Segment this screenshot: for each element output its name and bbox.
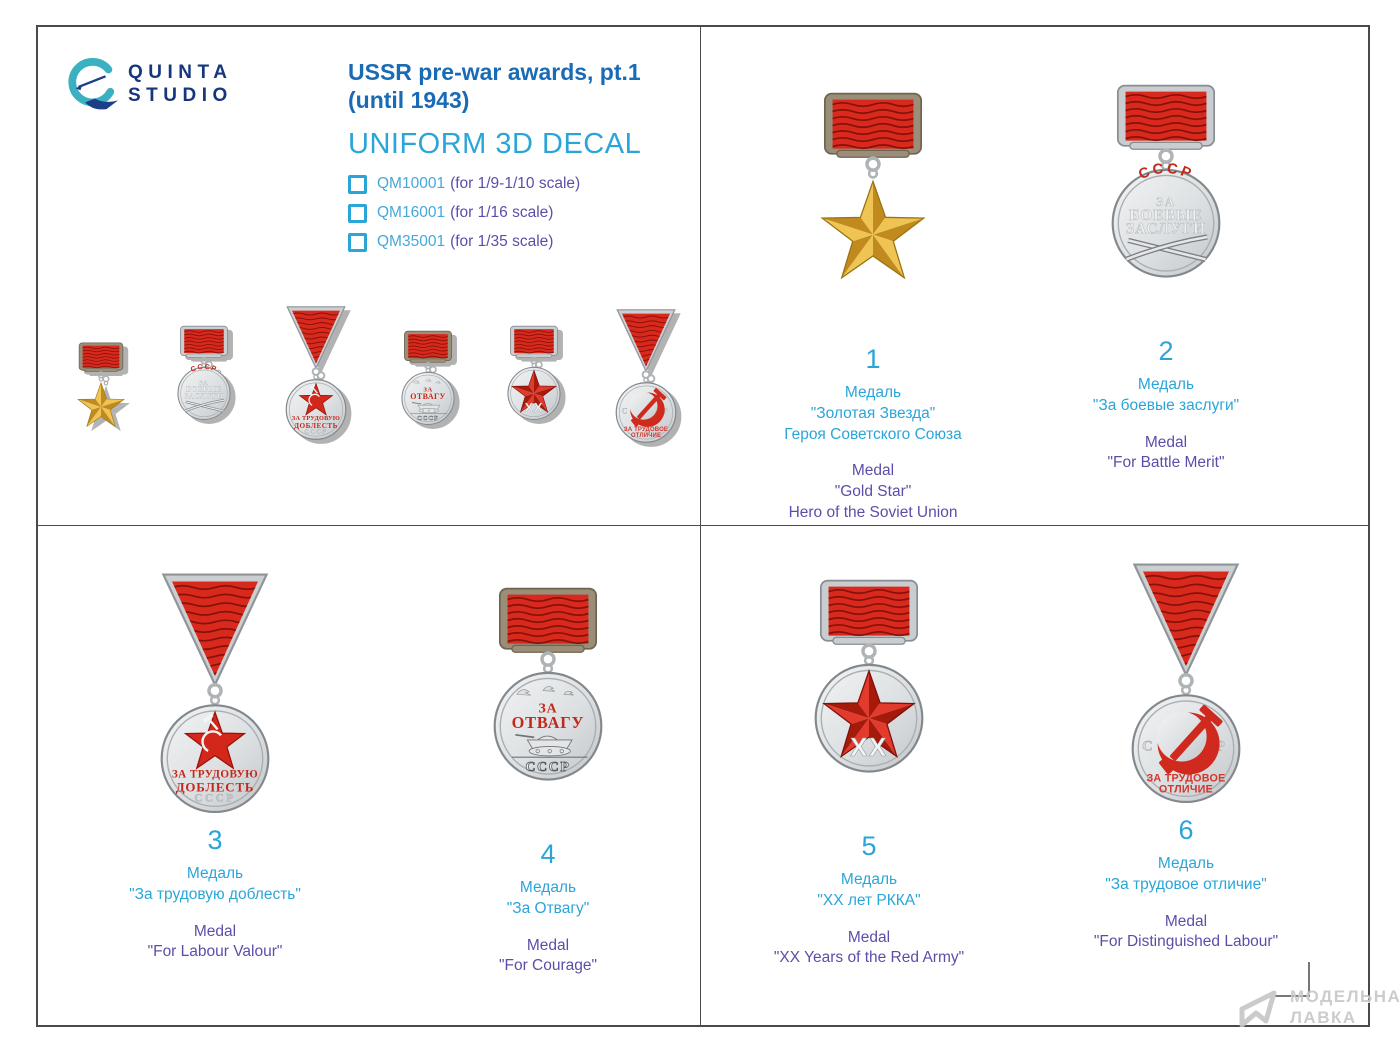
quinta-studio-logo: QUINTA STUDIO [66, 57, 233, 111]
caption-en: Medal "For Labour Valour" [147, 922, 283, 961]
variant-row-qm16001: QM16001 (for 1/16 scale) [348, 202, 693, 224]
quinta-q-icon [68, 57, 119, 110]
medal-figure-gold-star [787, 85, 959, 343]
variant-checkbox[interactable] [348, 203, 367, 223]
svg-text:СССР: СССР [525, 759, 570, 774]
award-number: 4 [540, 839, 556, 869]
caption-ru: Медаль "За трудовую доблесть" [129, 864, 301, 903]
strip-medal-gold-star [62, 339, 140, 456]
title-block: USSR pre-war awards, pt.1 (until 1943) U… [348, 59, 693, 253]
caption-en: Medal "For Distinguished Labour" [1093, 912, 1279, 951]
caption-en: Medal "XX Years of the Red Army" [773, 928, 965, 967]
svg-text:ЗА ТРУДОВОЕ: ЗА ТРУДОВОЕ [1146, 772, 1225, 784]
award-number: 3 [207, 825, 223, 855]
svg-text:БОЕВЫЕ: БОЕВЫЕ [186, 385, 222, 394]
svg-text:ЗА: ЗА [1156, 195, 1176, 209]
svg-text:ОТЛИЧИЕ: ОТЛИЧИЕ [631, 433, 661, 439]
svg-text:ЗА: ЗА [199, 380, 209, 387]
variant-code: QM35001 [377, 233, 446, 251]
variant-row-qm10001: QM10001 (for 1/9-1/10 scale) [348, 173, 693, 195]
svg-text:ЗА ТРУДОВОЕ: ЗА ТРУДОВОЕ [624, 427, 668, 433]
variant-list: QM10001 (for 1/9-1/10 scale) QM16001 (fo… [348, 173, 693, 253]
svg-text:ОТВАГУ: ОТВАГУ [512, 713, 585, 732]
watermark: МОДЕЛЬНАЯ ЛАВКА [1236, 986, 1400, 1029]
award-cell-3: ЗА ТРУДОВУЮ ДОБЛЕСТЬ СССР 3 Медаль "За тру… [55, 566, 375, 963]
svg-text:ЗА ТРУДОВУЮ: ЗА ТРУДОВУЮ [292, 415, 340, 422]
quadrant-awards-5-6: XX 5 Медаль "XX лет РККА" Medal "XX Year… [701, 526, 1368, 1025]
medal-figure-labour-valour: ЗА ТРУДОВУЮ ДОБЛЕСТЬ СССР [129, 566, 301, 824]
svg-text:ОТВАГУ: ОТВАГУ [410, 392, 446, 401]
brand-line-2: STUDIO [128, 85, 233, 106]
caption-ru: Медаль "За боевые заслуги" [1092, 375, 1240, 414]
strip-medal-labour-valour: ЗА ТРУДОВУЮ ДОБЛЕСТЬ СССР [268, 302, 364, 446]
watermark-logo-icon [1239, 990, 1277, 1028]
corner-crop-mark [1275, 962, 1310, 997]
variant-code: QM10001 [377, 175, 446, 193]
title-line-1: USSR pre-war awards, pt.1 [348, 59, 641, 85]
medal-figure-battle-merit: СССР ЗА БОЕВЫЕ ЗАСЛУГИ [1080, 77, 1252, 335]
caption-en: Medal "For Courage" [498, 936, 598, 975]
brand-name: QUINTA STUDIO [128, 61, 233, 107]
variant-scale-note: (for 1/9-1/10 scale) [450, 175, 581, 193]
strip-medal-rkka-20: XX [492, 322, 576, 448]
svg-text:СССР: СССР [417, 415, 439, 422]
variant-code: QM16001 [377, 204, 446, 222]
award-number: 1 [865, 344, 881, 374]
medal-figure-courage: ЗА ОТВАГУ СССР [462, 580, 634, 838]
svg-text:ЗАСЛУГИ: ЗАСЛУГИ [184, 391, 223, 400]
brand-line-1: QUINTA [128, 61, 233, 83]
variant-checkbox[interactable] [348, 174, 367, 194]
variant-scale-note: (for 1/35 scale) [450, 233, 554, 251]
caption-ru: Медаль "Золотая Звезда" Героя Советского… [784, 383, 962, 443]
caption-ru: Медаль "За Отвагу" [506, 878, 590, 917]
svg-text:XX: XX [525, 401, 543, 415]
award-number: 5 [861, 831, 877, 861]
watermark-text: МОДЕЛЬНАЯ ЛАВКА [1290, 987, 1400, 1028]
caption-ru: Медаль "За трудовое отличие" [1105, 854, 1267, 893]
decal-instruction-sheet: QUINTA STUDIO USSR pre-war awards, pt.1 … [36, 25, 1370, 1027]
svg-text:ОТЛИЧИЕ: ОТЛИЧИЕ [1159, 784, 1213, 796]
quadrant-awards-1-2: 1 Медаль "Золотая Звезда" Героя Советско… [701, 27, 1368, 526]
award-number: 6 [1178, 815, 1194, 845]
svg-text:ЗА ТРУДОВУЮ: ЗА ТРУДОВУЮ [172, 769, 258, 781]
quadrant-header: QUINTA STUDIO USSR pre-war awards, pt.1 … [38, 27, 701, 526]
svg-text:ДОБЛЕСТЬ: ДОБЛЕСТЬ [294, 422, 338, 430]
sheet-title: USSR pre-war awards, pt.1 (until 1943) [348, 59, 693, 114]
medal-strip: СССР ЗА БОЕВЫЕ ЗАСЛУГИ ЗА ТРУДОВУЮ ДОБЛЕСТЬ С… [62, 299, 694, 456]
variant-scale-note: (for 1/16 scale) [450, 204, 554, 222]
svg-text:ЗА: ЗА [423, 387, 432, 394]
variant-row-qm35001: QM35001 (for 1/35 scale) [348, 231, 693, 253]
award-number: 2 [1158, 336, 1174, 366]
strip-medal-battle-merit: СССР ЗА БОЕВЫЕ ЗАСЛУГИ [162, 322, 246, 448]
caption-ru: Медаль "XX лет РККА" [817, 870, 921, 909]
svg-text:ЗА: ЗА [539, 700, 558, 715]
award-cell-1: 1 Медаль "Золотая Звезда" Героя Советско… [713, 85, 1033, 524]
svg-text:ЗАСЛУГИ: ЗАСЛУГИ [1126, 221, 1206, 238]
award-cell-4: ЗА ОТВАГУ СССР 4 Медаль "За Отвагу" Medal … [388, 580, 700, 977]
svg-text:СССР: СССР [194, 793, 235, 805]
award-cell-5: XX 5 Медаль "XX лет РККА" Medal "XX Year… [709, 572, 1029, 969]
award-cell-2: СССР ЗА БОЕВЫЕ ЗАСЛУГИ 2 Медаль "За боевые … [1006, 77, 1326, 474]
caption-en: Medal "Gold Star" Hero of the Soviet Uni… [788, 462, 958, 522]
variant-checkbox[interactable] [348, 232, 367, 252]
caption-en: Medal "For Battle Merit" [1107, 433, 1225, 472]
sheet-subtitle: UNIFORM 3D DECAL [348, 128, 642, 161]
strip-medal-courage: ЗА ОТВАГУ СССР [386, 327, 470, 453]
svg-text:СССР: СССР [190, 363, 219, 374]
svg-text:СССР: СССР [304, 429, 327, 436]
medal-figure-rkka-20: XX [783, 572, 955, 830]
quadrant-awards-3-4: ЗА ТРУДОВУЮ ДОБЛЕСТЬ СССР 3 Медаль "За тру… [38, 526, 701, 1025]
title-line-2: (until 1943) [348, 86, 470, 113]
svg-text:XX: XX [850, 734, 888, 762]
svg-text:БОЕВЫЕ: БОЕВЫЕ [1129, 207, 1202, 224]
svg-text:ДОБЛЕСТЬ: ДОБЛЕСТЬ [176, 780, 255, 794]
